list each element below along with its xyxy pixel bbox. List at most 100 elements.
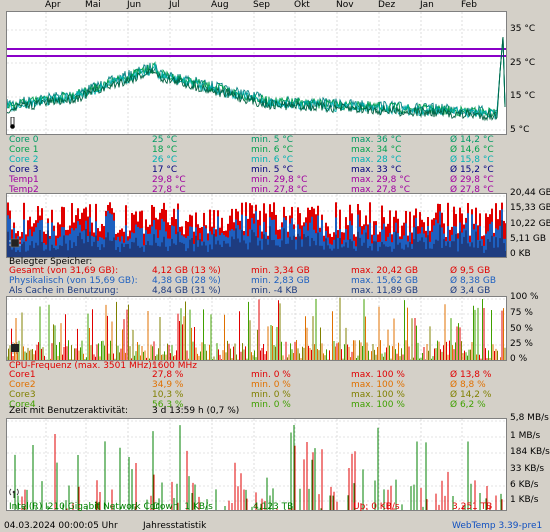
memory-physical-bar (71, 228, 73, 257)
status-bar: 04.03.2024 00:00:05 Uhr Jahresstatistik … (0, 520, 550, 532)
memory-physical-bar (489, 223, 491, 257)
legend-max: max. 15,62 GB (351, 276, 419, 286)
memory-physical-bar (41, 219, 43, 257)
memory-physical-bar (117, 236, 119, 257)
memory-cache-bar (375, 241, 377, 257)
legend-row: Core 3 17 °C min. 5 °C max. 33 °C Ø 15,2 °C (9, 165, 509, 175)
memory-physical-bar (375, 225, 377, 257)
memory-cache-bar (137, 245, 139, 257)
memory-cache-bar (89, 231, 91, 257)
memory-cache-bar (455, 234, 457, 257)
memory-physical-bar (139, 228, 141, 257)
memory-cache-bar (415, 226, 417, 257)
legend-cur: 17 °C (152, 165, 178, 175)
legend-min: min. 6 °C (251, 145, 294, 155)
legend-max: max. 100 % (351, 390, 405, 400)
memory-cache-bar (329, 248, 331, 257)
memory-physical-bar (333, 239, 335, 257)
memory-cache-bar (341, 247, 343, 257)
memory-physical-bar (53, 231, 55, 257)
memory-cache-bar (31, 241, 33, 257)
memory-cache-bar (93, 241, 95, 257)
memory-cache-bar (155, 242, 157, 257)
memory-cache-bar (131, 241, 133, 257)
memory-cache-bar (143, 251, 145, 257)
axis-tick-label: 25 % (510, 339, 533, 349)
memory-physical-bar (311, 216, 313, 257)
memory-cache-bar (429, 248, 431, 257)
memory-cache-bar (277, 245, 279, 257)
memory-physical-bar (209, 231, 211, 257)
legend-max: max. 100 % (351, 380, 405, 390)
memory-cache-bar (419, 240, 421, 257)
memory-cache-bar (193, 251, 195, 257)
legend-avg: Ø 8,8 % (450, 380, 486, 390)
memory-cache-bar (321, 245, 323, 257)
memory-cache-bar (355, 250, 357, 257)
network-up-total: 3,251 TB (452, 502, 493, 512)
memory-cache-bar (451, 241, 453, 257)
legend-max: max. 11,89 GB (351, 286, 419, 296)
memory-cache-bar (325, 238, 327, 257)
memory-cache-bar (397, 244, 399, 257)
memory-cache-bar (481, 245, 483, 257)
memory-physical-bar (205, 228, 207, 257)
memory-cache-bar (285, 243, 287, 257)
memory-cache-bar (359, 237, 361, 257)
legend-min: min. 5 °C (251, 135, 294, 145)
memory-cache-bar (459, 231, 461, 257)
memory-cache-bar (313, 240, 315, 257)
memory-physical-bar (471, 214, 473, 257)
memory-cache-bar (357, 231, 359, 257)
memory-cache-bar (57, 249, 59, 257)
month-label: Feb (461, 0, 477, 10)
memory-cache-bar (489, 241, 491, 257)
memory-physical-bar (67, 235, 69, 257)
axis-tick-label: 25 °C (510, 58, 536, 68)
memory-cache-bar (381, 242, 383, 257)
memory-cache-bar (147, 241, 149, 257)
network-down: Down: 1 KB/s (153, 502, 213, 512)
memory-cache-bar (449, 247, 451, 257)
status-version[interactable]: WebTemp 3.39-pre1 (452, 521, 543, 531)
month-axis: Apr Mai Jun Jul Aug Sep Okt Nov Dez Jan Feb (0, 0, 510, 11)
memory-cache-bar (135, 237, 137, 257)
memory-cache-bar (473, 247, 475, 257)
memory-physical-bar (319, 232, 321, 257)
memory-physical-bar (217, 216, 219, 257)
memory-physical-bar (391, 242, 393, 257)
memory-cache-bar (19, 252, 21, 257)
axis-tick-label: 20,44 GB (510, 188, 550, 198)
memory-cache-bar (75, 246, 77, 257)
memory-cache-bar (129, 248, 131, 257)
legend-cur: 10,3 % (152, 390, 184, 400)
axis-tick-label: 10,22 GB (510, 219, 550, 229)
memory-cache-bar (275, 245, 277, 257)
memory-cache-bar (391, 251, 393, 257)
memory-cache-bar (363, 242, 365, 257)
memory-physical-bar (27, 236, 29, 257)
memory-cache-bar (483, 252, 485, 257)
memory-cache-bar (407, 247, 409, 257)
month-label: Mai (85, 0, 101, 10)
memory-physical-bar (273, 219, 275, 257)
legend-row: Als Cache in Benutzung: 4,84 GB (31 %) min… (9, 286, 509, 296)
memory-cache-bar (427, 235, 429, 257)
memory-cache-bar (85, 228, 87, 257)
memory-physical-bar (203, 226, 205, 257)
legend-row: Core 1 18 °C min. 6 °C max. 34 °C Ø 14,6 °C (9, 145, 509, 155)
activity-label: Zeit mit Benutzeraktivität: (9, 406, 129, 416)
memory-cache-bar (307, 235, 309, 257)
memory-cache-bar (471, 242, 473, 257)
legend-cur: 4,84 GB (31 %) (152, 286, 221, 296)
memory-physical-bar (25, 241, 27, 257)
memory-physical-bar (247, 236, 249, 257)
temperature-chart (6, 11, 507, 135)
memory-cache-bar (271, 240, 273, 257)
memory-physical-bar (349, 220, 351, 257)
memory-physical-bar (145, 230, 147, 257)
legend-min: min. 5 °C (251, 165, 294, 175)
memory-physical-bar (255, 211, 257, 257)
legend-max: max. 20,42 GB (351, 266, 419, 276)
memory-cache-bar (367, 247, 369, 257)
